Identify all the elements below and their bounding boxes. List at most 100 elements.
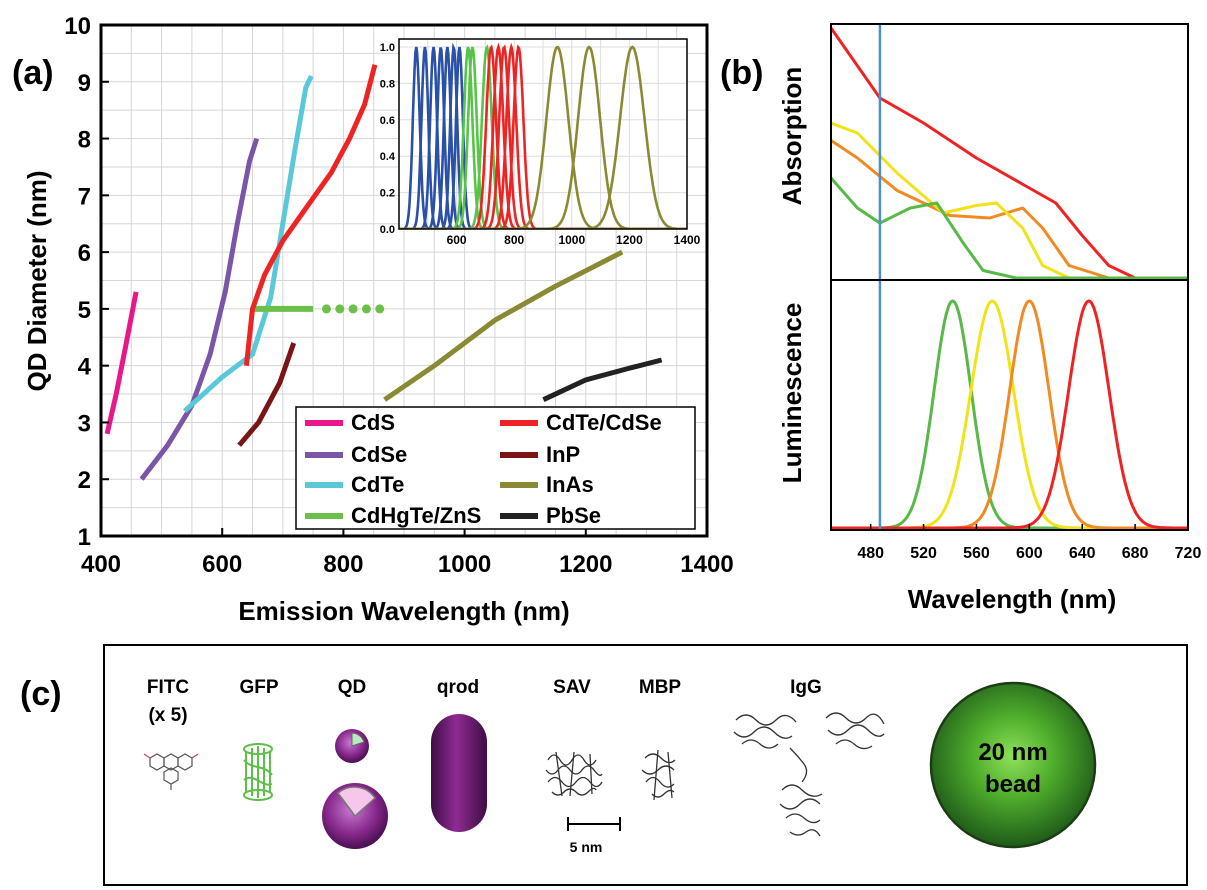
y-tick-label: 5 xyxy=(78,297,91,324)
chart-a-series xyxy=(104,64,663,481)
label-sav: SAV xyxy=(553,677,591,698)
chart-a-legend-box xyxy=(295,406,696,530)
qd-small-icon xyxy=(335,729,369,763)
y-tick-label: 7 xyxy=(78,183,91,210)
legend-label-cdte: CdTe xyxy=(351,472,404,497)
chart-b-luminescence xyxy=(831,299,1188,530)
chart-b-ylabel-absorption: Absorption xyxy=(777,67,807,206)
inset-x-tick-label: 1200 xyxy=(616,233,643,247)
series-dot-cdhgte-zns xyxy=(321,304,331,314)
inset-peak xyxy=(399,42,687,229)
absorption-curve xyxy=(831,177,1188,280)
y-tick-label: 8 xyxy=(78,127,91,154)
chart-b-frame xyxy=(830,23,1189,531)
b-x-tick-label: 640 xyxy=(1069,545,1096,562)
chart-b-xlabel: Wavelength (nm) xyxy=(908,584,1116,614)
inset-x-tick-label: 1400 xyxy=(674,233,701,247)
series-line-cdte-cdse xyxy=(243,64,378,366)
series-dot-cdhgte-zns xyxy=(348,304,358,314)
fitc-molecule-icon xyxy=(143,753,199,790)
luminescence-curve xyxy=(831,299,1188,530)
inset-y-tick-label: 1.0 xyxy=(380,42,395,54)
sav-protein-icon xyxy=(545,751,603,797)
series-dot-cdhgte-zns xyxy=(375,304,385,314)
panel-label-b: (b) xyxy=(720,54,763,92)
inset-y-tick-label: 0.4 xyxy=(380,151,396,163)
scale-bar-label: 5 nm xyxy=(570,839,603,855)
inset-y-tick-label: 0.6 xyxy=(380,115,395,127)
panel-label-c: (c) xyxy=(20,675,62,713)
absorption-curve xyxy=(831,121,1188,280)
b-x-tick-label: 600 xyxy=(1016,545,1043,562)
inset-frame xyxy=(398,38,688,230)
bead-20nm-icon xyxy=(929,681,1097,849)
luminescence-curve xyxy=(831,299,1188,530)
series-dot-cdhgte-zns xyxy=(335,304,345,314)
b-x-tick-label: 520 xyxy=(910,545,937,562)
label-mbp: MBP xyxy=(639,677,682,698)
bead-label-size: 20 nm xyxy=(978,739,1047,766)
b-x-tick-label: 720 xyxy=(1175,545,1202,562)
label-gfp: GFP xyxy=(239,677,278,698)
y-tick-label: 10 xyxy=(64,13,91,40)
label-qrod: qrod xyxy=(437,677,479,698)
inset-y-tick-label: 0.0 xyxy=(380,224,395,236)
y-tick-label: 6 xyxy=(78,240,91,267)
inset-x-tick-label: 600 xyxy=(447,233,467,247)
panel-label-a: (a) xyxy=(12,54,54,92)
chart-a-legend: CdS CdSe CdTe CdHgTe/ZnS CdTe/CdSe InP InAs PbS… xyxy=(305,410,662,528)
label-fitc-multiplier: (x 5) xyxy=(148,705,187,726)
luminescence-curve xyxy=(831,299,1188,530)
inset-ticks: 600 800 1000 1200 1400 0.0 0.2 0.4 0.6 0.8 1.0 xyxy=(380,42,701,247)
inset-y-tick-label: 0.2 xyxy=(380,188,395,200)
x-tick-label: 400 xyxy=(81,551,121,578)
x-tick-label: 1200 xyxy=(559,551,612,578)
inset-y-tick-label: 0.8 xyxy=(380,78,395,90)
inset-x-tick-label: 1000 xyxy=(558,233,585,247)
y-tick-label: 2 xyxy=(78,467,91,494)
b-x-tick-label: 560 xyxy=(963,545,990,562)
inset-peak xyxy=(399,46,687,229)
inset-peak xyxy=(399,45,687,229)
scale-bar xyxy=(567,817,621,831)
label-qd: QD xyxy=(338,677,367,698)
series-dot-cdhgte-zns xyxy=(361,304,371,314)
chart-a-frame xyxy=(99,23,709,538)
label-igg: IgG xyxy=(790,677,822,698)
b-x-tick-label: 480 xyxy=(857,545,884,562)
legend-label-cdhgte-zns: CdHgTe/ZnS xyxy=(351,503,481,528)
mbp-protein-icon xyxy=(641,749,676,801)
legend-label-cdse: CdSe xyxy=(351,442,407,467)
gfp-barrel-icon xyxy=(243,743,273,801)
series-line-pbse xyxy=(542,357,663,402)
x-tick-label: 600 xyxy=(202,551,242,578)
luminescence-curve xyxy=(831,299,1188,530)
label-fitc: FITC xyxy=(147,677,189,698)
bead-label-name: bead xyxy=(985,771,1041,798)
qd-large-icon xyxy=(322,783,388,849)
chart-a-xlabel: Emission Wavelength (nm) xyxy=(238,596,569,626)
legend-label-inp: InP xyxy=(546,442,580,467)
b-x-tick-label: 680 xyxy=(1122,545,1149,562)
chart-b-ticks: 480 520 560 600 640 680 720 xyxy=(857,524,1201,562)
chart-a-ylabel: QD Diameter (nm) xyxy=(22,170,52,391)
y-tick-label: 1 xyxy=(78,524,91,551)
series-line-inp xyxy=(237,342,297,447)
x-tick-label: 1000 xyxy=(438,551,491,578)
series-line-cdse xyxy=(139,137,260,481)
igg-antibody-icon xyxy=(733,712,885,837)
legend-label-inas: InAs xyxy=(546,472,594,497)
absorption-curve xyxy=(831,27,1188,280)
legend-label-pbse: PbSe xyxy=(546,503,601,528)
x-tick-label: 1400 xyxy=(680,551,733,578)
y-tick-label: 4 xyxy=(78,354,92,381)
chart-b-ylabel-luminescence: Luminescence xyxy=(777,303,807,484)
series-line-cdte xyxy=(182,75,314,413)
panel-c-frame xyxy=(103,644,1188,886)
y-tick-label: 9 xyxy=(78,70,91,97)
legend-label-cds: CdS xyxy=(351,410,395,435)
x-tick-label: 800 xyxy=(323,551,363,578)
legend-label-cdte-cdse: CdTe/CdSe xyxy=(546,410,662,435)
chart-b-absorption xyxy=(831,27,1188,280)
